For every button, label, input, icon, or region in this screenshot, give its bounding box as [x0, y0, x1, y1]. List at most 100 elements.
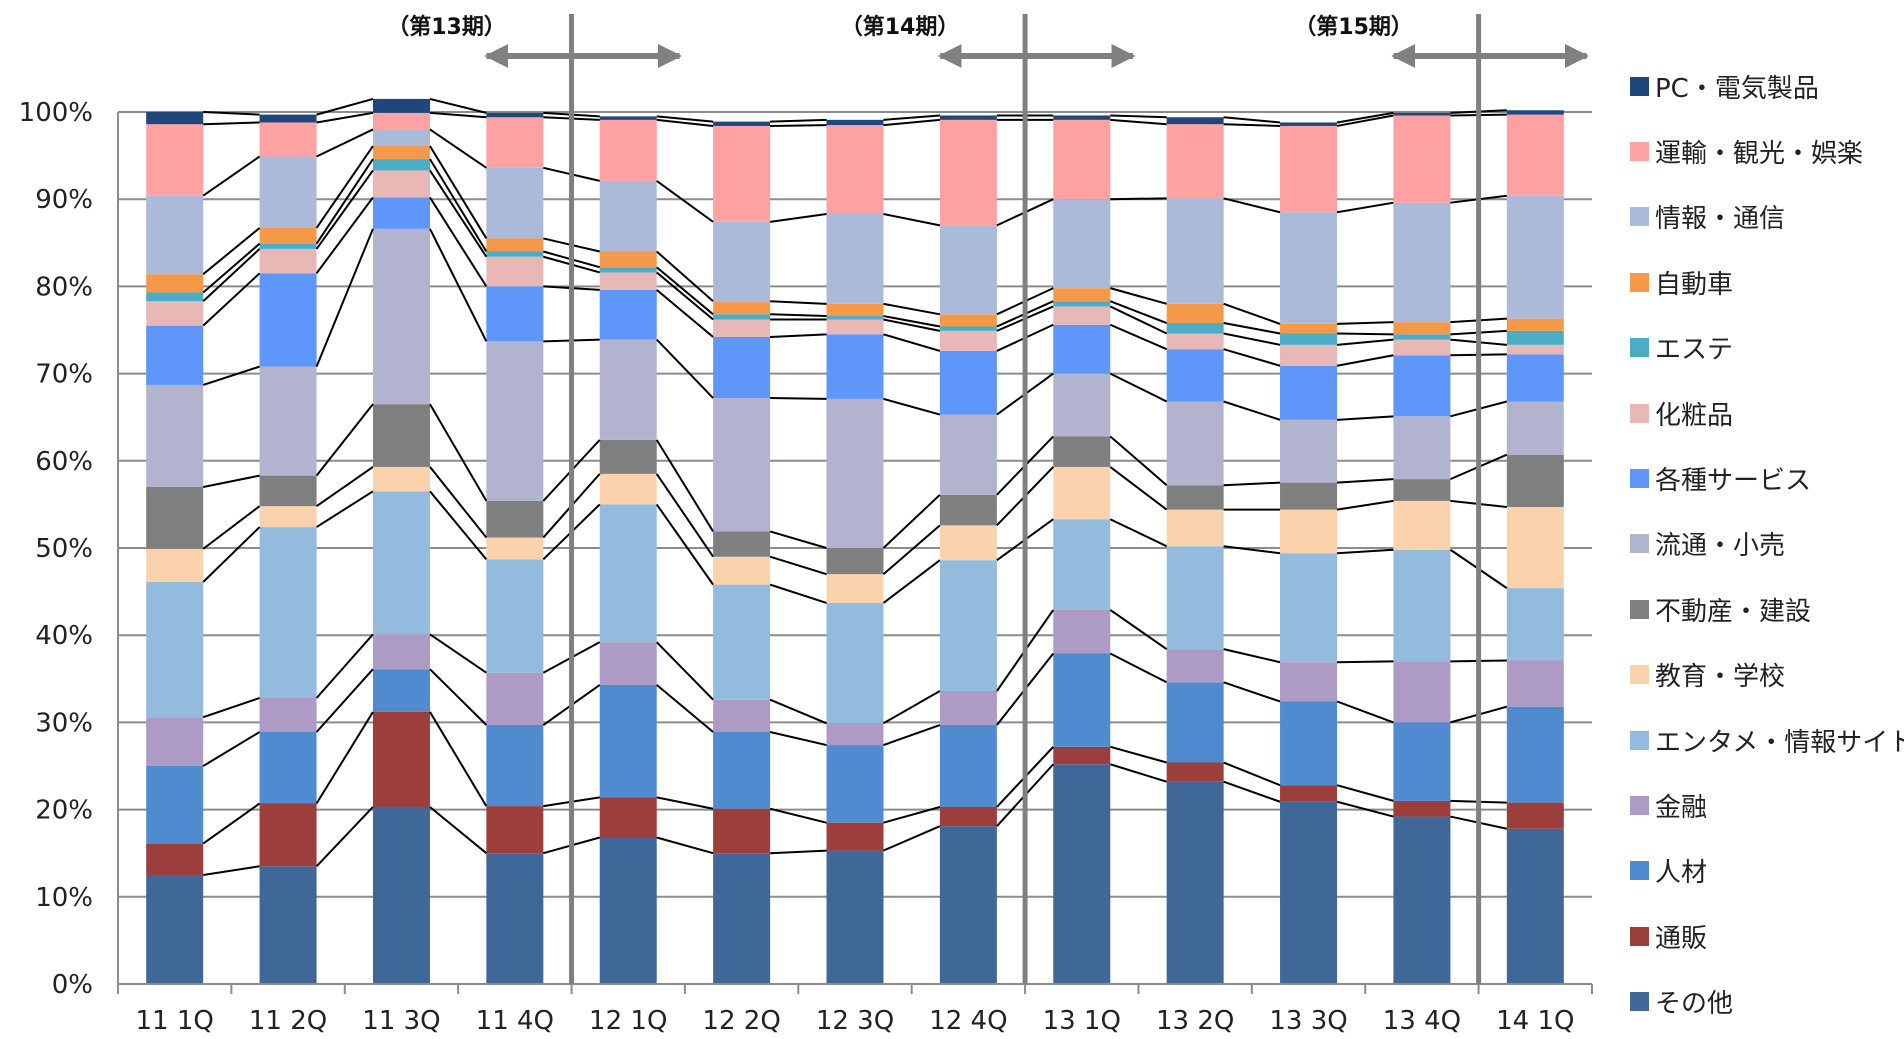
series-line — [656, 271, 714, 321]
x-tick-label: 14 1Q — [1496, 1006, 1574, 1036]
series-line — [202, 802, 261, 845]
bar-segment — [599, 504, 657, 643]
series-line — [429, 711, 488, 807]
legend-swatch — [1630, 534, 1649, 554]
bar-segment — [259, 366, 317, 476]
y-tick-label: 30% — [35, 708, 93, 738]
x-tick-label: 13 1Q — [1043, 1006, 1121, 1036]
y-tick-label: 50% — [35, 534, 93, 564]
series-line — [1223, 648, 1281, 664]
series-line — [202, 248, 261, 302]
x-tick-label: 11 2Q — [249, 1006, 327, 1036]
bar-segment — [599, 180, 657, 252]
bar-segment — [372, 159, 430, 171]
series-line — [656, 836, 714, 855]
bar-segment — [826, 119, 884, 126]
bar-segment — [1393, 479, 1451, 501]
y-tick-label: 80% — [35, 272, 93, 302]
bar-segment — [599, 267, 657, 273]
legend-swatch — [1630, 795, 1649, 815]
series-line — [1223, 123, 1281, 127]
series-line — [1337, 332, 1394, 336]
bar-segment — [372, 228, 430, 405]
legend-swatch — [1630, 272, 1649, 292]
bar-segment — [1166, 124, 1224, 199]
bar-segment — [1393, 416, 1451, 480]
bar-segment — [826, 125, 884, 215]
period-label: （第14期） — [841, 14, 960, 40]
series-line — [656, 684, 714, 733]
bar-segment — [259, 248, 317, 274]
bar-segment — [1393, 355, 1451, 417]
bar-segment — [939, 330, 997, 351]
bar-segment — [146, 875, 204, 984]
bar-segment — [146, 843, 204, 875]
legend-label: 運輸・観光・娯楽 — [1655, 138, 1864, 169]
series-line — [1109, 518, 1168, 548]
x-tick-label: 12 2Q — [702, 1006, 780, 1036]
legend-swatch — [1630, 992, 1649, 1012]
legend-item: 情報・通信 — [1630, 197, 1785, 237]
series-line — [1110, 114, 1167, 119]
bar-segment — [599, 684, 657, 798]
bar-segment — [599, 251, 657, 268]
series-line — [1109, 323, 1168, 351]
bar-segment — [259, 527, 317, 698]
series-line — [429, 466, 488, 539]
bar-segment — [939, 525, 997, 561]
bar-segment — [599, 837, 657, 984]
bar-segment — [1280, 333, 1338, 345]
bar-segment — [372, 170, 430, 198]
series-line — [1109, 372, 1168, 403]
bar-segment — [1506, 454, 1564, 508]
bar-segment — [939, 314, 997, 327]
bar-segment — [713, 584, 771, 700]
series-line — [770, 849, 827, 855]
series-line — [769, 213, 827, 223]
bar-segment — [259, 122, 317, 157]
bar-segment — [1506, 660, 1564, 707]
legend-label: 人材 — [1655, 858, 1708, 889]
bar-segment — [713, 319, 771, 337]
legend-swatch — [1630, 926, 1649, 946]
bar-segment — [259, 866, 317, 984]
bar-segment — [826, 850, 884, 984]
series-line — [316, 97, 374, 116]
series-line — [656, 115, 714, 123]
bar-segment — [599, 473, 657, 505]
bar-segment — [1166, 323, 1224, 334]
x-tick-label: 12 1Q — [589, 1006, 667, 1036]
bar-segment — [1053, 653, 1111, 747]
series-line — [1110, 287, 1167, 305]
y-tick-label: 100% — [19, 98, 93, 128]
bar-segment — [1280, 662, 1338, 702]
series-line — [769, 698, 827, 725]
bar-segment — [1166, 509, 1224, 547]
series-line — [315, 711, 374, 805]
bar-segment — [1053, 306, 1111, 325]
bar-segment — [259, 243, 317, 249]
bar-segment — [1393, 549, 1451, 662]
series-line — [883, 315, 941, 328]
legend-item: その他 — [1630, 982, 1733, 1022]
series-line — [770, 300, 827, 305]
series-line — [202, 474, 260, 488]
bar-segment — [939, 414, 997, 495]
bar-segment — [486, 286, 544, 342]
bar-segment — [1280, 482, 1338, 510]
bar-segment — [372, 98, 430, 113]
legend-item: 運輸・観光・娯楽 — [1630, 131, 1863, 171]
series-line — [883, 397, 941, 416]
bar-segment — [146, 384, 204, 487]
series-line — [315, 169, 374, 250]
period-label: （第15期） — [1294, 14, 1413, 40]
bar-segment — [372, 146, 430, 160]
bar-segment — [1280, 785, 1338, 802]
bar-segment — [1166, 303, 1224, 324]
bar-segment — [1280, 419, 1338, 483]
bar-segment — [826, 334, 884, 399]
series-line — [655, 439, 714, 532]
bar-segment — [1280, 701, 1338, 786]
series-line — [429, 169, 488, 258]
